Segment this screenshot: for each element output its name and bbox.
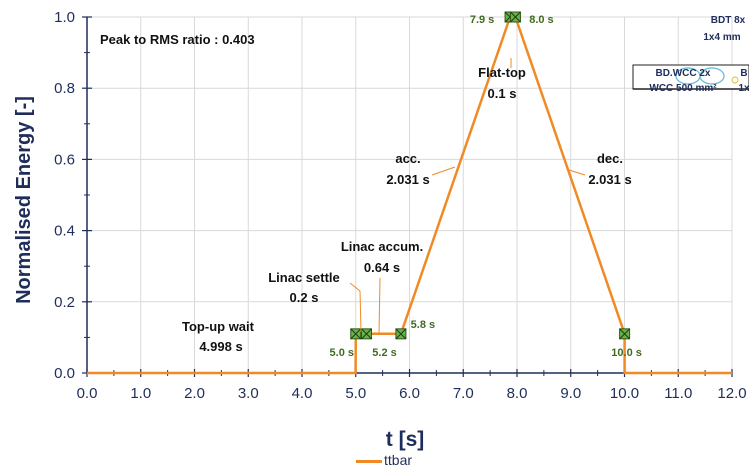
data-marker-label: 5.2 s	[372, 347, 396, 359]
x-tick-label: 12.0	[717, 385, 746, 402]
y-tick-label: 1.0	[54, 9, 75, 26]
inset-small-ring	[731, 76, 739, 84]
settle-leader-v	[359, 290, 362, 333]
data-marker-label: 10.0 s	[611, 347, 642, 359]
inset-ring-right	[699, 67, 725, 85]
dec-label: dec.	[597, 151, 623, 166]
y-tick-labels: 0.0 0.2 0.4 0.6 0.8 1.0	[54, 9, 75, 382]
data-marker-label: 5.8 s	[411, 319, 435, 331]
inset-bdt-line2: 1x4 mm	[703, 32, 740, 43]
x-tick-label: 5.0	[345, 385, 366, 402]
x-tick-labels: 0.0 1.0 2.0 3.0 4.0 5.0 6.0 7.0 8.0 9.0 10.0 11.0 12…	[77, 385, 747, 402]
data-markers: 5.0 s 5.2 s 5.8 s 7.9 s 8.0 s 10.0 s	[330, 11, 642, 359]
settle-label: Linac settle	[268, 270, 340, 285]
series-ttbar	[87, 15, 732, 375]
dec-duration: 2.031 s	[588, 172, 631, 187]
data-marker-label: 7.9 s	[470, 14, 494, 26]
x-tick-label: 3.0	[238, 385, 259, 402]
topup-duration: 4.998 s	[199, 339, 242, 354]
dec-leader	[568, 169, 586, 176]
flattop-duration: 0.1 s	[488, 86, 517, 101]
x-tick-label: 6.0	[399, 385, 420, 402]
x-tick-label: 8.0	[507, 385, 528, 402]
x-tick-label: 0.0	[77, 385, 98, 402]
x-tick-label: 1.0	[130, 385, 151, 402]
legend: ttbar	[356, 452, 412, 468]
data-marker-cross-b	[350, 328, 362, 340]
data-marker-cross-b	[510, 11, 521, 23]
acc-leader	[431, 166, 456, 176]
x-tick-label: 7.0	[453, 385, 474, 402]
acc-duration: 2.031 s	[386, 172, 429, 187]
accum-label: Linac accum.	[341, 239, 423, 254]
settle-leader	[349, 282, 361, 292]
x-tick-label: 9.0	[560, 385, 581, 402]
legend-label-ttbar: ttbar	[384, 452, 413, 468]
annotations: Peak to RMS ratio : 0.403 Top-up wait 4.…	[100, 32, 632, 354]
inset-frame	[632, 64, 749, 90]
inset-wcc-line1: BD.WCC 2x	[655, 68, 710, 79]
series-line-ttbar	[87, 15, 732, 375]
settle-duration: 0.2 s	[290, 290, 319, 305]
x-axis-title: t [s]	[386, 428, 425, 451]
legend-swatch-ttbar	[356, 459, 382, 463]
inset-wcc-line2: WCC 500 mm²	[649, 83, 717, 94]
data-marker-label: 8.0 s	[529, 14, 553, 26]
inset-b-line2: 1x	[738, 83, 749, 94]
x-tick-label: 11.0	[664, 385, 692, 402]
inset-b-line1: B	[740, 68, 747, 79]
topup-label: Top-up wait	[182, 319, 255, 334]
accum-duration: 0.64 s	[364, 260, 400, 275]
x-tick-label: 2.0	[184, 385, 205, 402]
data-marker-cross-b	[395, 328, 407, 340]
x-tick-label: 10.0	[610, 385, 639, 402]
y-tick-label: 0.4	[54, 223, 75, 240]
accum-leader	[378, 277, 381, 335]
peak-rms-annotation: Peak to RMS ratio : 0.403	[100, 32, 255, 47]
y-tick-label: 0.2	[54, 294, 75, 311]
y-axis-title: Normalised Energy [-]	[13, 96, 35, 304]
flattop-label: Flat-top	[478, 65, 526, 80]
x-tick-label: 4.0	[292, 385, 313, 402]
inset-diagram: BDT 8x 1x4 mm BD.WCC 2x WCC 500 mm² B 1x	[632, 15, 749, 94]
data-marker-cross-b	[619, 328, 630, 340]
acc-label: acc.	[395, 151, 420, 166]
y-tick-label: 0.0	[54, 365, 75, 382]
inset-bdt-line1: BDT 8x	[711, 15, 746, 26]
y-tick-label: 0.8	[54, 80, 75, 97]
data-marker-cross-b	[361, 328, 372, 340]
data-marker-label: 5.0 s	[330, 347, 354, 359]
y-tick-label: 0.6	[54, 151, 75, 168]
